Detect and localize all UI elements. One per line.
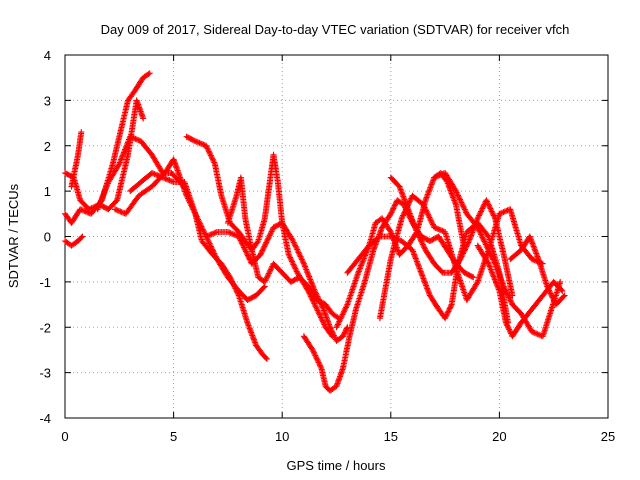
series-markers bbox=[127, 170, 270, 362]
y-tick-label: 3 bbox=[44, 93, 51, 108]
series-markers bbox=[507, 233, 568, 308]
x-tick-labels: 0 5 10 15 20 25 bbox=[61, 429, 615, 444]
y-tick-label: 2 bbox=[44, 139, 51, 154]
x-axis-label: GPS time / hours bbox=[287, 458, 386, 473]
x-tick-label: 10 bbox=[275, 429, 289, 444]
series-markers bbox=[68, 129, 85, 190]
y-tick-label: -1 bbox=[39, 275, 51, 290]
y-tick-label: 4 bbox=[44, 48, 51, 63]
series-track-4 bbox=[68, 129, 85, 190]
data-points bbox=[62, 70, 568, 394]
series-markers bbox=[431, 170, 564, 340]
y-tick-label: -3 bbox=[39, 366, 51, 381]
series-track-10 bbox=[224, 174, 342, 322]
series-track-5 bbox=[94, 133, 190, 213]
y-tick-labels: -4 -3 -2 -1 0 1 2 3 4 bbox=[39, 48, 51, 426]
x-tick-label: 20 bbox=[492, 429, 506, 444]
series-track-16 bbox=[431, 170, 564, 340]
chart-title: Day 009 of 2017, Sidereal Day-to-day VTE… bbox=[101, 22, 570, 37]
x-tick-label: 15 bbox=[384, 429, 398, 444]
y-tick-label: 0 bbox=[44, 230, 51, 245]
y-tick-label: -2 bbox=[39, 320, 51, 335]
x-tick-label: 0 bbox=[61, 429, 68, 444]
series-track-7 bbox=[127, 170, 270, 362]
series-track-18 bbox=[507, 233, 568, 308]
series-markers bbox=[94, 133, 190, 213]
axis-ticks bbox=[64, 54, 609, 419]
y-tick-label: 1 bbox=[44, 184, 51, 199]
series-track-3 bbox=[62, 233, 86, 249]
series-markers bbox=[62, 233, 86, 249]
x-tick-label: 5 bbox=[170, 429, 177, 444]
series-markers bbox=[224, 174, 342, 322]
series-markers bbox=[387, 174, 516, 299]
series-track-15 bbox=[387, 174, 516, 299]
x-tick-label: 25 bbox=[601, 429, 615, 444]
y-tick-label: -4 bbox=[39, 411, 51, 426]
y-axis-label: SDTVAR / TECUs bbox=[6, 183, 21, 288]
